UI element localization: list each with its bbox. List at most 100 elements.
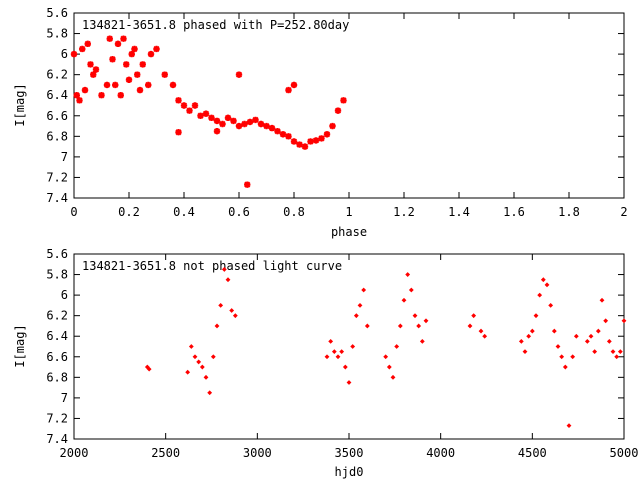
phased-data-point <box>175 97 182 104</box>
unphased-data-point <box>566 423 572 429</box>
unphased-data-point <box>610 349 616 355</box>
unphased-data-point <box>397 323 403 329</box>
phased-data-point <box>274 127 281 135</box>
unphased-y-tick-label: 7.2 <box>46 411 68 425</box>
phased-data-point <box>213 127 221 135</box>
phased-y-tick-label: 6.8 <box>46 129 68 143</box>
unphased-data-point <box>540 277 546 283</box>
unphased-data-point <box>614 354 620 360</box>
unphased-data-point <box>339 349 345 355</box>
unphased-data-point <box>324 354 330 360</box>
phased-x-tick-label: 1.6 <box>503 205 525 219</box>
unphased-x-tick-label: 5000 <box>610 446 639 460</box>
unphased-x-tick-label: 4000 <box>426 446 455 460</box>
phased-data-point <box>103 81 111 89</box>
unphased-data-point <box>383 354 389 360</box>
phased-data-point <box>109 56 116 63</box>
unphased-data-point <box>196 359 202 365</box>
phased-data-point <box>285 133 292 140</box>
phased-data-point <box>290 138 298 145</box>
phased-x-tick-label: 0 <box>70 205 77 219</box>
phased-data-point <box>131 45 138 53</box>
phased-data-point <box>70 50 78 58</box>
unphased-data-points <box>144 267 627 429</box>
phased-data-point <box>84 40 91 48</box>
phased-data-point <box>235 71 243 78</box>
unphased-data-point <box>617 349 623 355</box>
unphased-data-point <box>592 349 598 355</box>
unphased-data-point <box>471 313 477 319</box>
unphased-data-point <box>401 297 407 303</box>
phased-data-point <box>312 137 320 144</box>
phased-data-point <box>123 61 130 68</box>
unphased-x-tick-label: 2500 <box>151 446 180 460</box>
unphased-y-axis-label: I[mag] <box>13 324 27 367</box>
phased-data-point <box>169 81 177 89</box>
unphased-data-point <box>386 364 392 370</box>
unphased-data-point <box>357 302 363 308</box>
unphased-data-point <box>423 318 429 324</box>
phased-data-point <box>230 117 237 125</box>
phased-data-point <box>241 120 248 128</box>
unphased-data-point <box>518 338 524 344</box>
unphased-data-point <box>482 333 488 339</box>
unphased-data-point <box>342 364 348 370</box>
unphased-data-point <box>562 364 568 370</box>
phased-data-point <box>98 92 105 99</box>
unphased-x-ticks: 2000 2500 3000 3500 4000 4500 5000 <box>60 254 639 460</box>
unphased-y-tick-label: 5.8 <box>46 268 68 282</box>
unphased-x-tick-label: 3000 <box>243 446 272 460</box>
unphased-data-point <box>218 302 224 308</box>
phased-y-tick-label: 6.2 <box>46 68 68 82</box>
phased-data-point <box>290 81 298 89</box>
phased-data-point <box>125 76 133 84</box>
phased-x-tick-label: 1.8 <box>558 205 580 219</box>
unphased-data-point <box>416 323 422 329</box>
phased-data-point <box>219 120 226 128</box>
unphased-data-point <box>599 297 605 303</box>
phased-data-point <box>191 102 199 109</box>
unphased-y-tick-label: 6 <box>61 288 68 302</box>
phased-data-point <box>197 112 204 119</box>
phased-data-point <box>90 71 97 78</box>
unphased-data-point <box>203 374 209 380</box>
phased-data-point <box>307 138 314 145</box>
phased-data-point <box>318 135 325 142</box>
phased-data-point <box>128 50 135 58</box>
phased-data-point <box>213 117 221 125</box>
unphased-data-point <box>555 344 561 349</box>
phased-y-tick-label: 5.6 <box>46 6 68 20</box>
unphased-data-point <box>551 328 557 334</box>
phased-x-tick-label: 0.8 <box>283 205 305 219</box>
phased-data-point <box>235 122 243 130</box>
unphased-data-point <box>573 333 579 339</box>
unphased-data-point <box>207 390 213 396</box>
unphased-y-tick-label: 6.2 <box>46 309 68 323</box>
phased-x-tick-label: 0.6 <box>228 205 250 219</box>
unphased-data-point <box>467 323 473 329</box>
phased-data-point <box>208 114 215 122</box>
unphased-data-point <box>419 338 425 344</box>
unphased-data-point <box>606 338 612 344</box>
unphased-data-point <box>405 272 411 277</box>
unphased-data-point <box>412 313 418 319</box>
unphased-y-tick-label: 6.4 <box>46 329 68 343</box>
unphased-y-tick-label: 6.8 <box>46 370 68 384</box>
phased-data-point <box>246 118 254 126</box>
phased-data-point <box>301 143 309 150</box>
unphased-data-point <box>537 292 543 298</box>
unphased-y-tick-label: 6.6 <box>46 350 68 364</box>
phased-y-tick-label: 7 <box>61 150 68 164</box>
unphased-y-tick-label: 7 <box>61 391 68 405</box>
unphased-panel: 134821-3651.8 not phased light curve 5.6… <box>13 247 638 479</box>
unphased-data-point <box>144 364 150 370</box>
unphased-x-axis-label: hjd0 <box>335 465 364 479</box>
unphased-data-point <box>478 328 484 334</box>
unphased-x-tick-label: 2000 <box>60 446 89 460</box>
phased-data-point <box>139 61 146 68</box>
phased-data-point <box>329 122 336 130</box>
phased-data-point <box>161 71 168 78</box>
unphased-data-point <box>559 354 565 360</box>
phased-data-point <box>257 120 265 128</box>
phased-y-tick-label: 5.8 <box>46 27 68 41</box>
